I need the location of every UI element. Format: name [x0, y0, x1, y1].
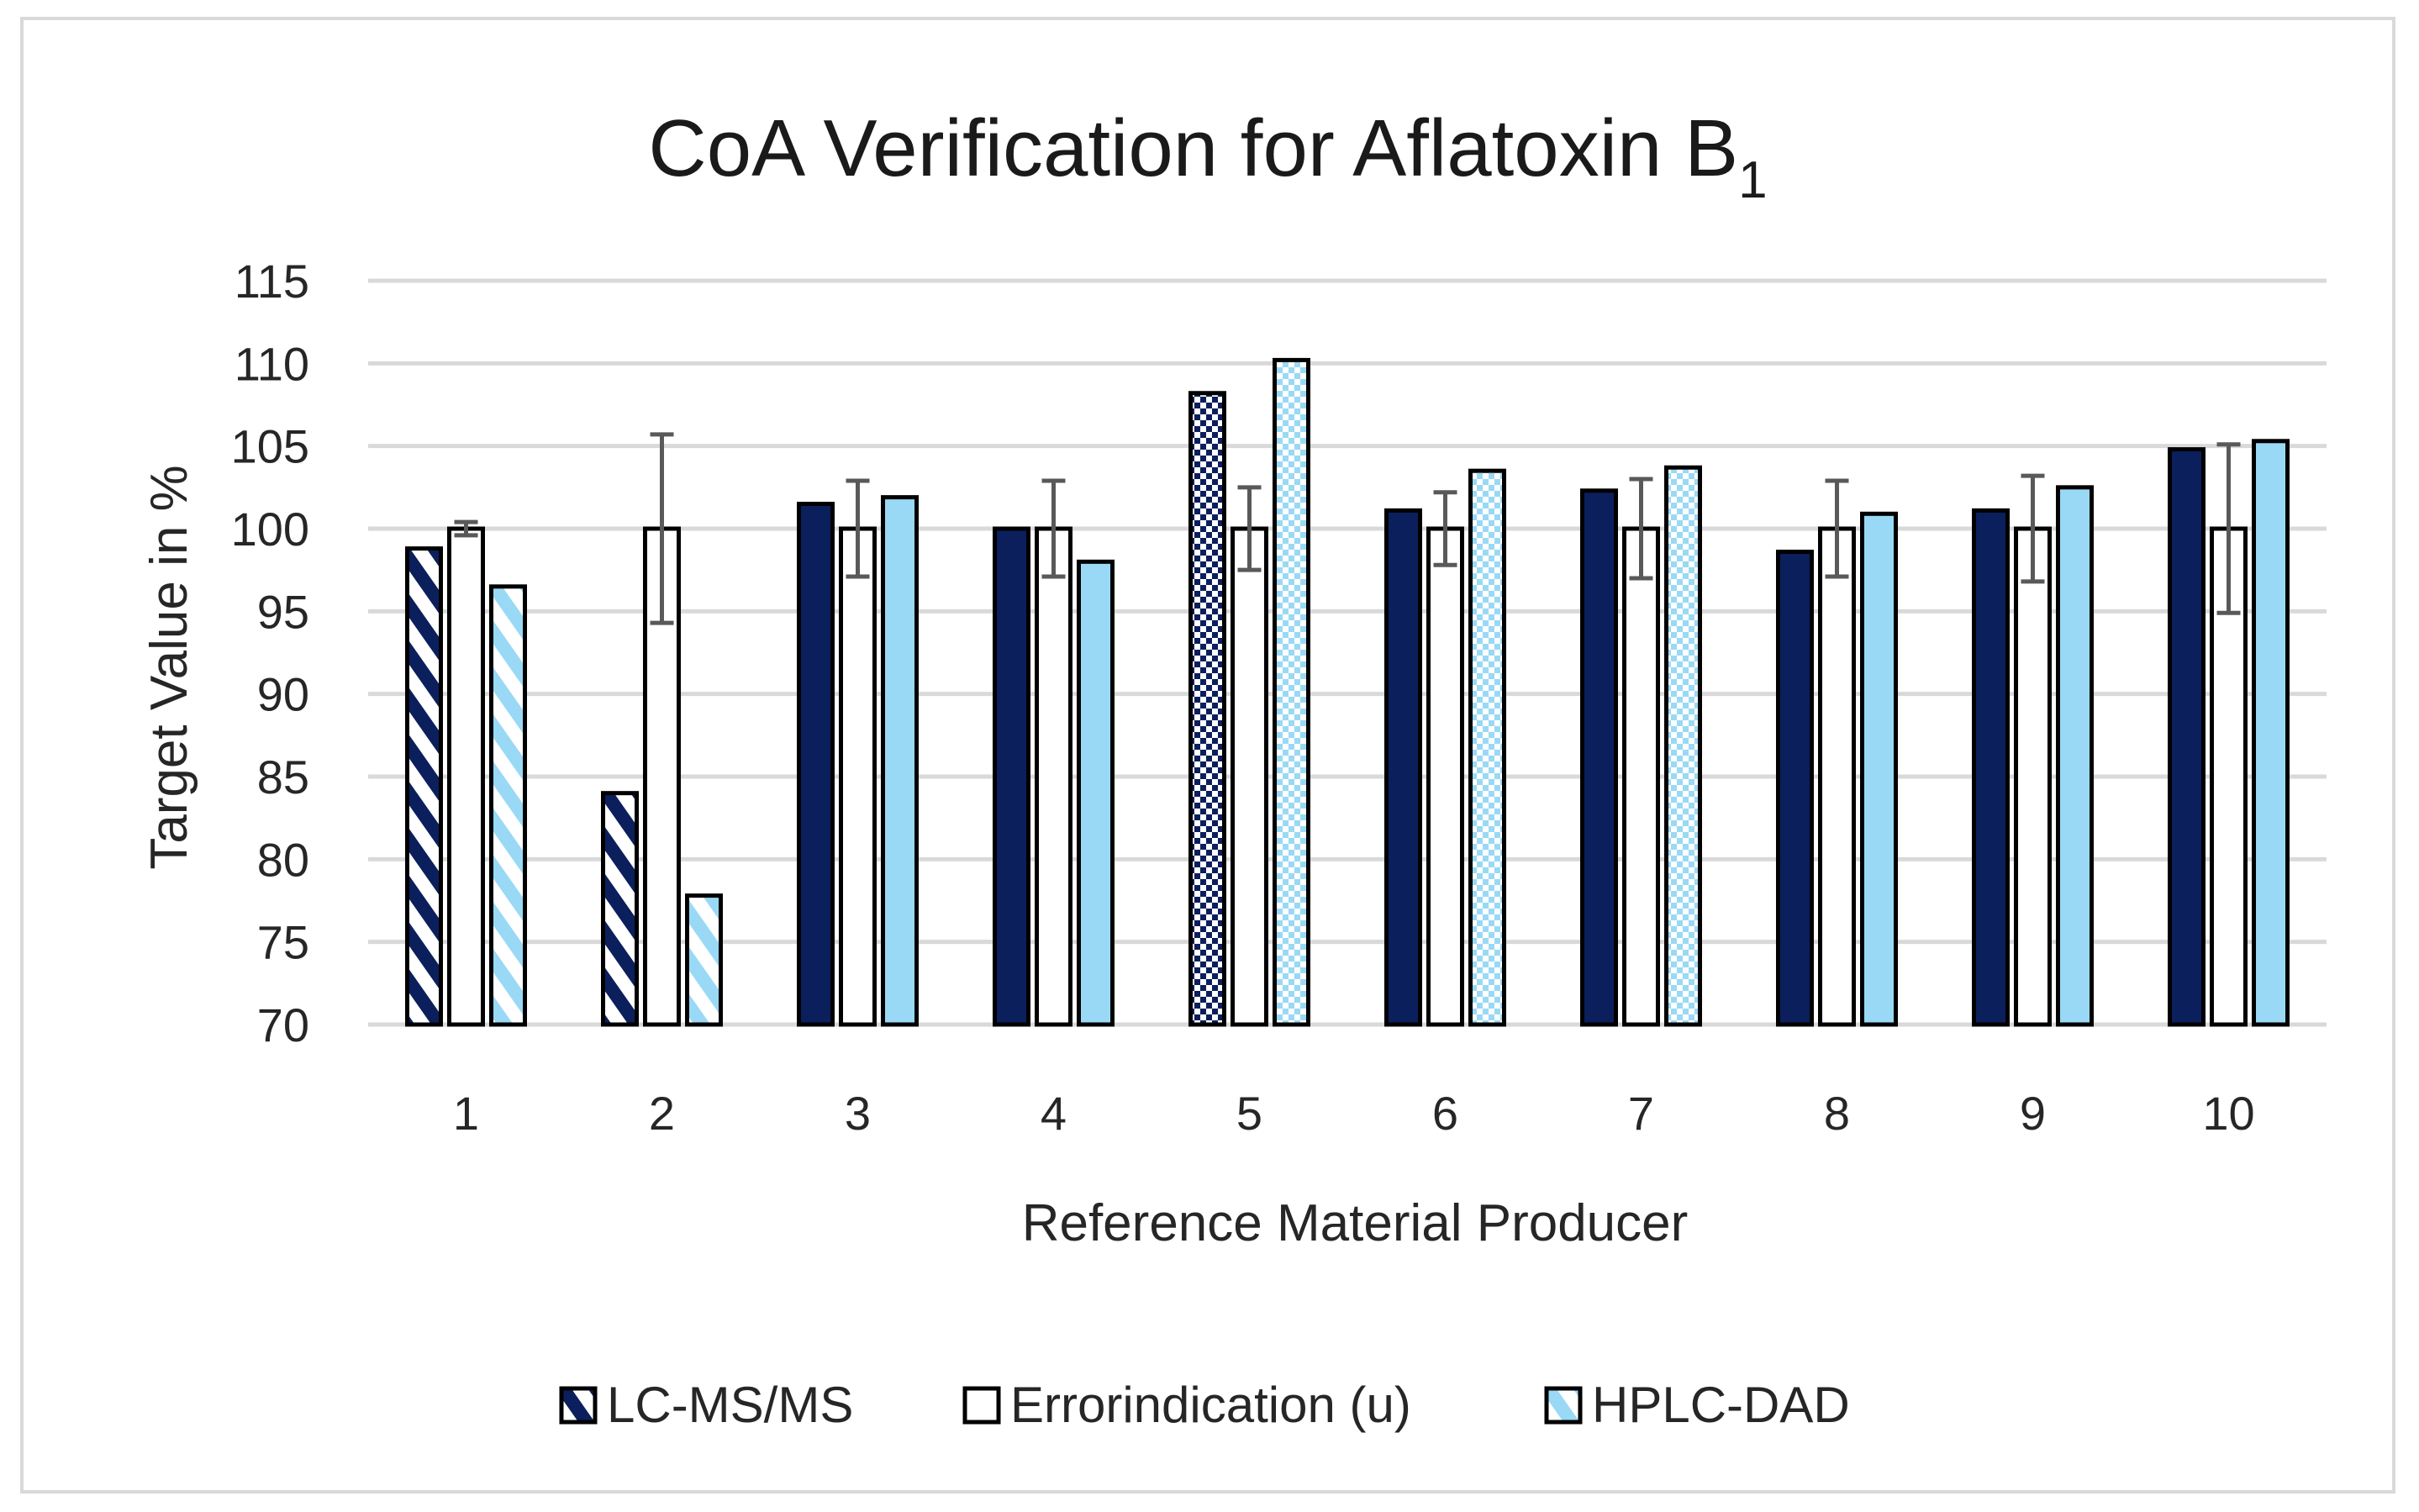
y-tick-label: 75: [257, 916, 309, 969]
bar-lc-ms-ms-6: [1384, 508, 1422, 1027]
chart-title: CoA Verification for Aflatoxin B1: [648, 103, 1767, 209]
bar-hplc-dad-1: [489, 584, 527, 1027]
chart-title-main: CoA Verification for Aflatoxin B: [648, 103, 1738, 193]
x-tick-label: 7: [1628, 1087, 1654, 1140]
bar-errorindication-u--7: [1622, 526, 1660, 1027]
error-bar-10: [2216, 442, 2241, 615]
bar-hplc-dad-5: [1273, 357, 1310, 1027]
error-bar-5: [1237, 485, 1262, 572]
y-tick-label: 100: [231, 503, 309, 556]
bar-hplc-dad-9: [2056, 485, 2094, 1027]
x-axis-ticks: 1 2 3 4 5 6 7 8 9 10: [453, 1087, 2255, 1140]
x-tick-label: 8: [1824, 1087, 1850, 1140]
bar-hplc-dad-10: [2252, 439, 2290, 1027]
y-tick-label: 70: [257, 998, 309, 1051]
bar-errorindication-u--8: [1818, 526, 1856, 1027]
legend-swatch: [559, 1386, 598, 1425]
x-tick-label: 6: [1432, 1087, 1458, 1140]
bar-lc-ms-ms-8: [1776, 550, 1814, 1027]
bar-errorindication-u--1: [447, 526, 485, 1027]
bar-chart: CoA Verification for Aflatoxin B1 707580…: [140, 103, 2327, 1433]
error-bar-1: [454, 519, 478, 538]
bar-lc-ms-ms-2: [601, 791, 639, 1027]
error-bar-3: [846, 478, 870, 579]
legend-item-hplc-dad: HPLC-DAD: [1544, 1377, 1850, 1433]
y-tick-label: 115: [235, 255, 309, 308]
bar-errorindication-u--9: [2014, 526, 2052, 1027]
bar-errorindication-u--4: [1035, 526, 1072, 1027]
bar-hplc-dad-7: [1664, 465, 1702, 1027]
bar-lc-ms-ms-9: [1972, 508, 2010, 1027]
bar-lc-ms-ms-4: [993, 526, 1030, 1027]
legend-item-errorindication-u-: Errorindication (u): [962, 1377, 1411, 1433]
legend-swatch: [962, 1386, 1001, 1425]
error-bar-9: [2021, 473, 2045, 584]
y-tick-label: 105: [231, 420, 309, 473]
error-bar-8: [1825, 478, 1849, 579]
y-tick-label: 95: [257, 585, 309, 638]
y-axis-ticks: 70 75 80 85 90 95 100 105 110 115: [231, 255, 309, 1051]
bar-errorindication-u--3: [839, 526, 877, 1027]
legend-label: Errorindication (u): [1010, 1377, 1411, 1433]
bar-lc-ms-ms-10: [2168, 447, 2206, 1027]
bar-hplc-dad-6: [1468, 468, 1506, 1027]
x-tick-label: 9: [2020, 1087, 2046, 1140]
legend-label: LC-MS/MS: [607, 1377, 853, 1433]
legend: LC-MS/MS Errorindication (u) HPLC-DAD: [559, 1377, 1850, 1433]
x-axis-title: Reference Material Producer: [1022, 1194, 1689, 1252]
error-bar-6: [1433, 490, 1457, 567]
y-tick-label: 110: [235, 337, 309, 390]
bar-hplc-dad-8: [1860, 511, 1898, 1027]
bar-hplc-dad-3: [881, 495, 919, 1027]
error-bar-2: [650, 432, 674, 625]
chart-title-subscript: 1: [1738, 151, 1767, 209]
x-tick-label: 1: [453, 1087, 479, 1140]
legend-item-lc-ms-ms: LC-MS/MS: [559, 1377, 853, 1433]
bar-hplc-dad-4: [1077, 559, 1115, 1027]
y-tick-label: 85: [257, 751, 309, 803]
x-tick-label: 3: [845, 1087, 871, 1140]
legend-swatch: [1544, 1386, 1583, 1425]
y-axis-title: Target Value in %: [140, 465, 198, 869]
error-bar-4: [1041, 478, 1066, 579]
x-tick-label: 10: [2202, 1087, 2254, 1140]
x-tick-label: 4: [1041, 1087, 1067, 1140]
legend-label: HPLC-DAD: [1592, 1377, 1850, 1433]
bar-lc-ms-ms-5: [1188, 391, 1226, 1027]
x-tick-label: 2: [649, 1087, 675, 1140]
x-tick-label: 5: [1236, 1087, 1262, 1140]
y-tick-label: 90: [257, 668, 309, 721]
bar-errorindication-u--5: [1231, 526, 1268, 1027]
error-bars: [454, 432, 2241, 625]
error-bar-7: [1629, 477, 1653, 581]
bar-errorindication-u--6: [1426, 526, 1464, 1027]
bar-lc-ms-ms-7: [1580, 488, 1618, 1027]
chart-frame: CoA Verification for Aflatoxin B1 70 75 80…: [20, 17, 2395, 1494]
bar-lc-ms-ms-3: [797, 502, 835, 1027]
y-tick-label: 80: [257, 833, 309, 886]
bar-hplc-dad-2: [685, 893, 723, 1027]
bar-lc-ms-ms-1: [405, 546, 443, 1027]
